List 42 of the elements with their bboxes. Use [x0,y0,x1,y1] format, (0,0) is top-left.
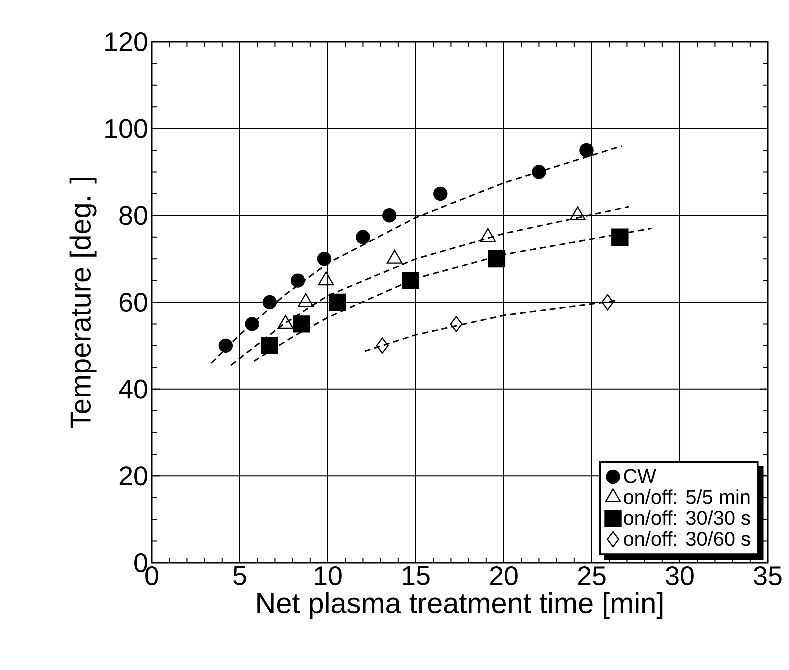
point [376,338,389,354]
x-axis-title: Net plasma treatment time [min] [258,592,663,620]
y-tick-label: 60 [120,292,148,312]
x-tick-label: 35 [754,566,782,586]
y-tick-label: 40 [119,380,148,399]
point [488,250,506,268]
point [261,337,279,355]
point [293,316,310,333]
line-series [253,228,653,362]
point [290,274,306,288]
point [317,252,332,266]
y-axis-title: Temperature [deg. ] [70,178,97,428]
line-series [230,206,630,366]
legend-label: on/off: 5/5 min [624,490,750,504]
y-tick-label: 20 [120,466,148,486]
legend-label: CW [624,469,656,484]
point [532,165,546,180]
x-tick-label: 5 [234,566,246,586]
point [329,294,346,312]
point [356,230,370,244]
point [245,317,260,332]
x-tick-label: 15 [403,566,430,586]
y-tick-label: 0 [134,553,148,573]
x-tick-label: 25 [578,566,606,586]
line-series [211,145,623,364]
point [218,338,234,354]
point [402,272,420,290]
point [612,228,629,246]
legend-label: on/off: 30/30 s [624,510,750,526]
point [602,294,614,311]
y-tick-label: 120 [106,32,148,52]
x-tick-label: 10 [315,566,342,586]
point [382,208,397,223]
x-tick-label: 30 [666,566,694,586]
point [434,186,448,202]
y-tick-label: 100 [106,119,148,138]
point [262,295,278,310]
point [580,143,594,158]
legend-label: on/off: 30/60 s [624,532,750,546]
x-tick-label: 20 [490,566,518,586]
y-tick-label: 80 [120,206,148,226]
point [450,316,463,332]
